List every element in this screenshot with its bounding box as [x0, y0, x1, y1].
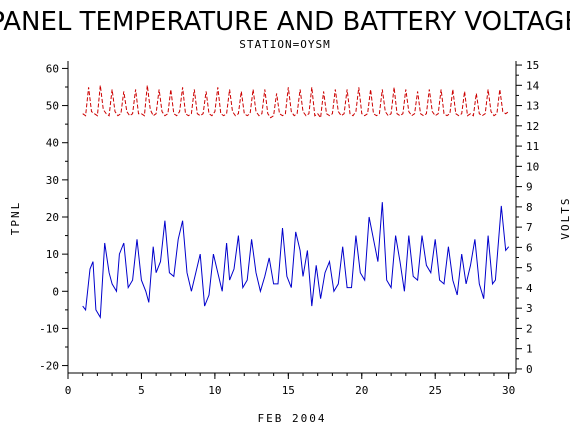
y-right-tick-label: 14: [526, 79, 540, 92]
x-tick-label: 25: [429, 384, 442, 397]
y-right-tick-label: 15: [526, 59, 539, 72]
y-right-tick-label: 10: [526, 160, 539, 173]
y-right-axis-label: VOLTS: [559, 196, 570, 239]
y-right-tick-label: 1: [526, 343, 533, 356]
y-right-tick-label: 4: [526, 282, 533, 295]
x-tick-label: 30: [502, 384, 515, 397]
temperature-series-line: [82, 202, 510, 319]
y-right-tick-label: 3: [526, 302, 533, 315]
y-right-tick-label: 6: [526, 241, 533, 254]
y-right-tick-label: 0: [526, 363, 533, 376]
y-left-tick-label: 60: [46, 62, 59, 75]
y-left-tick-label: 30: [46, 174, 59, 187]
x-ticks: 0 5 10 15 20 25 30: [65, 373, 515, 397]
y-right-tick-label: 9: [526, 181, 533, 194]
y-right-tick-label: 12: [526, 120, 539, 133]
y-right-tick-label: 7: [526, 221, 533, 234]
x-tick-label: 15: [282, 384, 295, 397]
series-layer: [82, 85, 510, 319]
y-right-tick-label: 5: [526, 262, 533, 275]
y-left-tick-label: 0: [52, 285, 59, 298]
chart-title: PANEL TEMPERATURE AND BATTERY VOLTAGE: [0, 7, 570, 37]
y-right-tick-label: 13: [526, 100, 539, 113]
axes: [67, 61, 517, 374]
y-left-tick-label: -20: [39, 360, 59, 373]
voltage-series-line: [82, 85, 509, 120]
y-left-ticks: -20 -10 0 10 20 30 40 50 60: [39, 62, 68, 373]
x-tick-label: 10: [208, 384, 221, 397]
y-left-tick-label: 10: [46, 248, 59, 261]
y-right-tick-label: 8: [526, 201, 533, 214]
y-left-axis-label: TPNL: [9, 201, 22, 236]
chart-subtitle: STATION=OYSM: [239, 38, 330, 51]
y-right-tick-label: 11: [526, 140, 539, 153]
y-left-tick-label: 20: [46, 211, 59, 224]
x-tick-label: 5: [138, 384, 145, 397]
y-left-tick-label: 50: [46, 100, 59, 113]
x-tick-label: 0: [65, 384, 72, 397]
x-axis-label: FEB 2004: [258, 412, 327, 425]
x-tick-label: 20: [355, 384, 368, 397]
y-left-tick-label: 40: [46, 137, 59, 150]
y-left-tick-label: -10: [39, 322, 59, 335]
y-right-tick-label: 2: [526, 322, 533, 335]
